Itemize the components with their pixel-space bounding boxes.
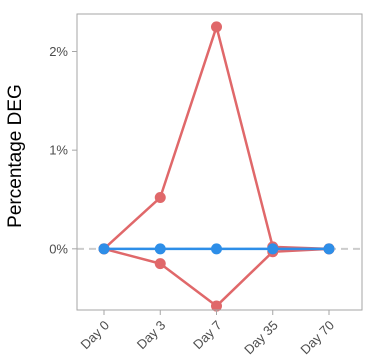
y-tick-label: 0% bbox=[49, 241, 68, 256]
data-point bbox=[154, 192, 166, 204]
data-point bbox=[98, 243, 110, 255]
data-point bbox=[323, 243, 335, 255]
data-point bbox=[154, 258, 166, 270]
plot-panel-border bbox=[76, 13, 363, 311]
data-point bbox=[211, 300, 222, 312]
data-point bbox=[267, 243, 279, 255]
series-line bbox=[103, 25, 330, 251]
data-point bbox=[211, 21, 222, 33]
x-tick-label: Day 70 bbox=[297, 318, 337, 358]
y-axis: 0% 1% 2% bbox=[49, 44, 77, 256]
x-tick-label: Day 3 bbox=[134, 318, 169, 353]
data-point bbox=[154, 243, 166, 255]
y-tick-label: 2% bbox=[49, 44, 68, 59]
data-point bbox=[211, 243, 222, 255]
series-1 bbox=[98, 21, 335, 255]
y-axis-label: Percentage DEG bbox=[5, 84, 26, 228]
x-tick-label: Day 35 bbox=[241, 318, 281, 358]
x-tick-label: Day 0 bbox=[77, 318, 112, 353]
x-axis: Day 0 Day 3 Day 7 Day 35 Day 70 bbox=[77, 310, 337, 357]
y-tick-label: 1% bbox=[49, 143, 68, 158]
series-layer bbox=[98, 21, 335, 312]
series-line bbox=[103, 247, 330, 308]
x-tick-label: Day 7 bbox=[190, 318, 225, 353]
series-3 bbox=[98, 243, 335, 255]
